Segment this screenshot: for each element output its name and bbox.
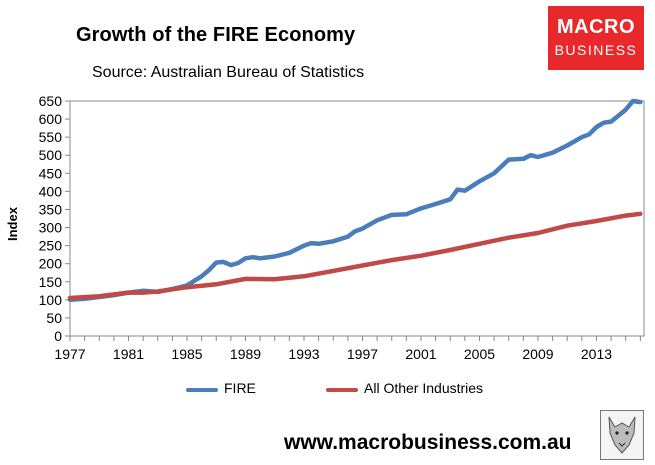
chart-title: Growth of the FIRE Economy: [76, 24, 356, 46]
website-url: www.macrobusiness.com.au: [284, 431, 572, 454]
y-tick-label: 450: [39, 165, 63, 181]
x-tick-label: 2005: [464, 346, 495, 362]
logo-line-1: MACRO: [556, 16, 636, 38]
legend-label-fire: FIRE: [224, 380, 256, 396]
y-tick-label: 350: [39, 201, 63, 217]
y-tick-label: 100: [39, 292, 63, 308]
chart-subtitle: Source: Australian Bureau of Statistics: [92, 64, 365, 81]
y-tick-label: 50: [46, 310, 62, 326]
x-tick-label: 1981: [113, 346, 144, 362]
y-tick-label: 650: [39, 93, 63, 109]
x-tick-label: 1989: [230, 346, 261, 362]
x-tick-label: 1997: [347, 346, 378, 362]
wolf-logo-image: [600, 410, 644, 460]
y-tick-label: 0: [54, 328, 62, 344]
y-tick-label: 600: [39, 111, 63, 127]
x-tick-label: 2009: [522, 346, 553, 362]
y-tick-label: 400: [39, 183, 63, 199]
x-tick-label: 1985: [171, 346, 202, 362]
x-tick-label: 1977: [54, 346, 85, 362]
legend-label-other: All Other Industries: [364, 380, 484, 396]
legend-swatch-other: [326, 388, 358, 392]
y-tick-label: 200: [39, 256, 63, 272]
y-tick-label: 150: [39, 274, 63, 290]
legend-swatch-fire: [186, 388, 218, 392]
x-tick-label: 2001: [405, 346, 436, 362]
plot-frame: [69, 100, 645, 337]
macrobusiness-logo: MACRO BUSINESS: [548, 6, 644, 70]
series-line-1: [67, 211, 643, 301]
y-tick-label: 300: [39, 220, 63, 236]
x-tick-label: 2013: [581, 346, 612, 362]
y-tick-label: 550: [39, 129, 63, 145]
x-tick-label: 1993: [288, 346, 319, 362]
series-line-0: [67, 98, 643, 303]
y-tick-label: 500: [39, 147, 63, 163]
y-tick-label: 250: [39, 238, 63, 254]
logo-line-2: BUSINESS: [554, 42, 638, 58]
